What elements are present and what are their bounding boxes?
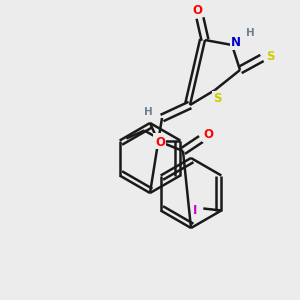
Text: H: H	[246, 28, 254, 38]
Text: O: O	[154, 134, 164, 147]
Text: I: I	[193, 204, 197, 217]
Text: N: N	[231, 37, 241, 50]
Text: H: H	[144, 107, 152, 117]
Text: S: S	[213, 92, 221, 104]
Text: S: S	[266, 50, 274, 62]
Text: O: O	[155, 136, 165, 148]
Text: O: O	[203, 128, 213, 142]
Text: O: O	[192, 4, 202, 16]
